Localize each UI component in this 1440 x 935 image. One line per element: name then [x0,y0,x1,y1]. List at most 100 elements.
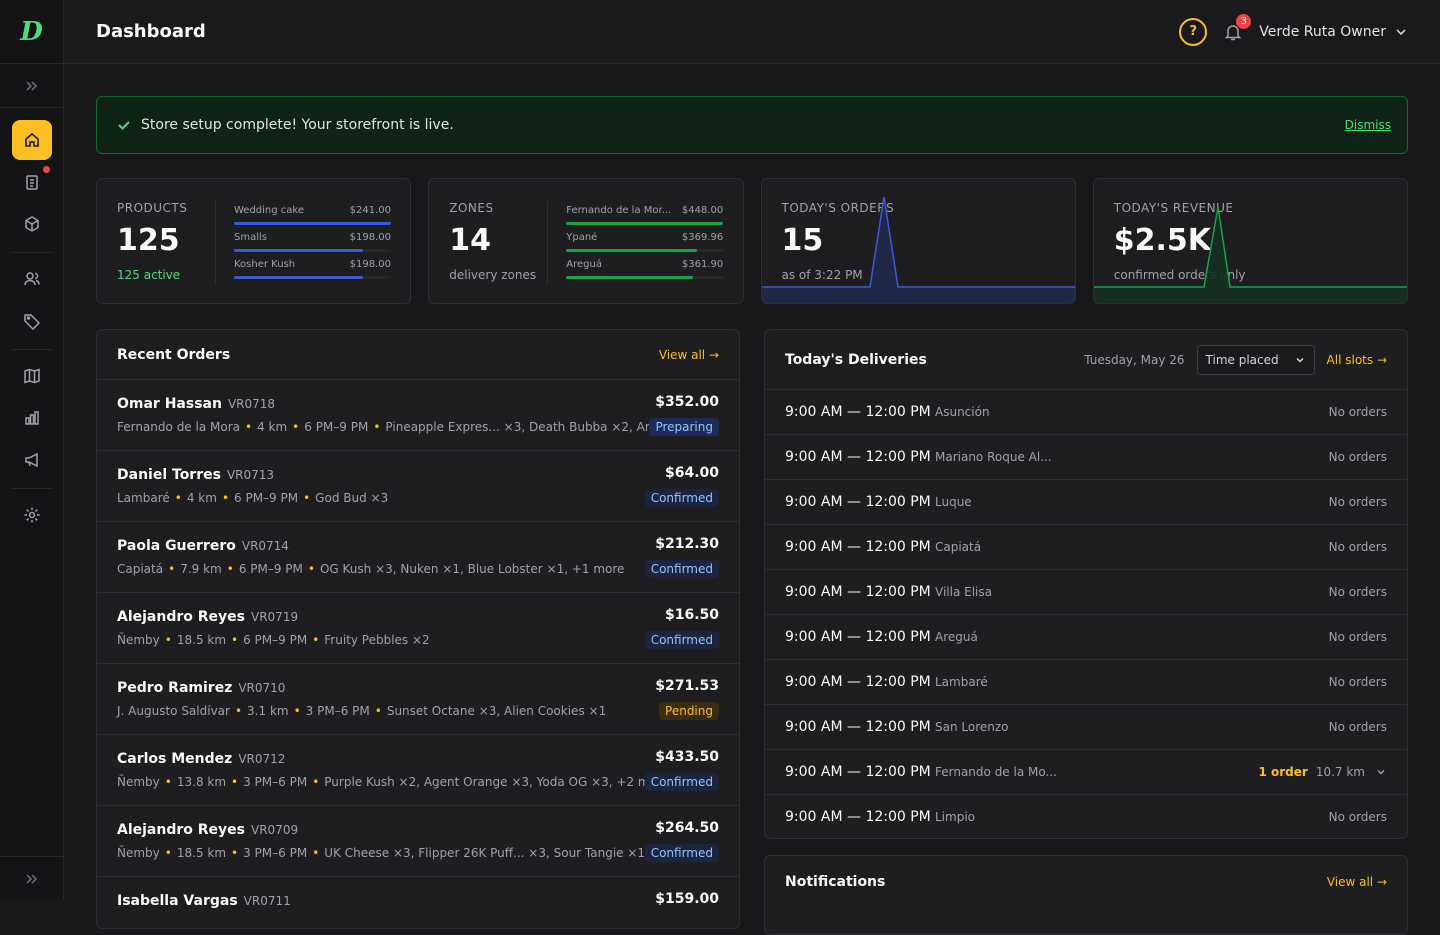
stat-orders[interactable]: TODAY'S ORDERS 15 as of 3:22 PM [760,178,1076,304]
order-row[interactable]: Pedro Ramirez VR0710 J. Augusto Saldívar • 3… [97,664,739,735]
stat-zones[interactable]: ZONES 14 delivery zones Fernando de la M… [428,178,744,304]
bar-value: $369.96 [681,232,724,243]
bell-icon [1224,24,1242,40]
order-code: VR0714 [241,539,289,553]
delivery-time: 9:00 AM — 12:00 PM [785,584,931,600]
bar-track [234,276,391,279]
sidebar-item-products[interactable] [12,204,52,244]
status-badge: Confirmed [644,489,719,507]
order-meta: Ñemby • 18.5 km • 6 PM–9 PM • Fruity Pebbles ×… [117,633,430,647]
view-all-orders-link[interactable]: View all → [658,347,719,362]
order-items: Fruity Pebbles ×2 [324,633,430,647]
order-amount: $264.50 [655,820,719,836]
bullet: • [164,775,172,789]
sidebar-item-settings[interactable] [12,495,52,535]
bar-fill [234,276,363,279]
bullet: • [231,633,239,647]
success-banner: Store setup complete! Your storefront is… [96,96,1408,154]
order-row[interactable]: Paola Guerrero VR0714 Capiatá • 7.9 km • 6 PM–… [97,522,739,593]
order-distance: 13.8 km [176,775,227,789]
delivery-result: No orders [1328,495,1387,509]
order-row[interactable]: Isabella Vargas VR0711 $159.00 [97,877,739,928]
sidebar-item-orders[interactable] [12,162,52,202]
bullet: • [312,846,320,860]
order-row[interactable]: Carlos Mendez VR0712 Ñemby • 13.8 km • 3 PM–6 … [97,735,739,806]
banner-message: Store setup complete! Your storefront is… [141,117,454,133]
sidebar-item-promotions[interactable] [12,301,52,341]
customer-name: Pedro Ramirez VR0710 [117,680,285,696]
chevron-down-icon[interactable] [1375,766,1387,778]
stat-value: 14 [449,223,491,258]
sidebar-item-dashboard[interactable] [11,120,52,160]
bar-fill [566,276,694,279]
order-code: VR0719 [251,610,299,624]
order-zone: J. Augusto Saldívar [117,704,230,718]
bullet: • [312,633,320,647]
delivery-result: No orders [1328,630,1387,644]
order-row[interactable]: Daniel Torres VR0713 Lambaré • 4 km • 6 PM–9 P… [97,451,739,522]
sidebar-item-marketing[interactable] [12,440,52,480]
panel-title: Notifications [785,874,886,890]
delivery-row[interactable]: 9:00 AM — 12:00 PM Villa Elisa No orders [765,570,1407,615]
expand-sidebar-button[interactable] [0,64,63,108]
sort-select[interactable]: Time placed [1196,344,1315,375]
megaphone-icon [24,452,38,468]
delivery-count: 1 order [1258,765,1308,779]
delivery-row[interactable]: 9:00 AM — 12:00 PM Capiatá No orders [765,525,1407,570]
order-items: Sunset Octane ×3, Alien Cookies ×1 [386,704,607,718]
bar-row: Ypané $369.96 [566,228,724,255]
users-icon [23,272,40,286]
delivery-row[interactable]: 9:00 AM — 12:00 PM Areguá No orders [765,615,1407,660]
bullet: • [226,562,234,576]
sort-value: Time placed [1205,352,1279,367]
collapse-sidebar-button[interactable] [0,856,64,900]
bar-name: Kosher Kush [234,259,296,270]
customer-name-text: Pedro Ramirez [117,680,233,696]
notifications-button[interactable]: 3 [1223,13,1252,42]
logo[interactable]: D [0,0,63,64]
order-row[interactable]: Omar Hassan VR0718 Fernando de la Mora • 4 k… [97,380,739,451]
orders-list: Omar Hassan VR0718 Fernando de la Mora • 4 k… [97,380,739,928]
order-meta: Fernando de la Mora • 4 km • 6 PM–9 PM • Pinea… [117,420,667,434]
delivery-row[interactable]: 9:00 AM — 12:00 PM Fernando de la Mo... 1 … [765,750,1407,795]
top-zones-bars: Fernando de la Mor... $448.00 Ypané $369.96… [547,201,724,285]
delivery-result: No orders [1328,675,1387,689]
order-row[interactable]: Alejandro Reyes VR0709 Ñemby • 18.5 km • 3 PM–… [97,806,739,877]
customer-name: Alejandro Reyes VR0709 [117,822,298,838]
sidebar-nav [0,108,63,537]
delivery-row[interactable]: 9:00 AM — 12:00 PM Limpio No orders [765,795,1407,838]
revenue-sparkline [1093,206,1407,303]
customer-name: Carlos Mendez VR0712 [117,751,285,767]
delivery-row[interactable]: 9:00 AM — 12:00 PM Asunción No orders [765,390,1407,435]
sidebar-item-analytics[interactable] [12,398,52,438]
order-slot: 6 PM–9 PM [243,633,308,647]
user-menu[interactable]: Verde Ruta Owner [1259,24,1408,40]
bar-value: $448.00 [681,205,724,216]
delivery-result: No orders [1328,810,1387,824]
help-icon[interactable]: ? [1179,17,1208,46]
bar-value: $361.90 [681,259,724,270]
delivery-row[interactable]: 9:00 AM — 12:00 PM San Lorenzo No orders [765,705,1407,750]
sidebar-item-zones[interactable] [12,356,52,396]
bullet: • [307,562,315,576]
delivery-row[interactable]: 9:00 AM — 12:00 PM Lambaré No orders [765,660,1407,705]
view-all-notifications-link[interactable]: View all → [1326,875,1387,889]
order-items: Purple Kush ×2, Agent Orange ×3, Yoda OG… [324,775,669,789]
all-slots-link[interactable]: All slots → [1326,352,1387,367]
delivery-row[interactable]: 9:00 AM — 12:00 PM Luque No orders [765,480,1407,525]
stat-products[interactable]: PRODUCTS 125 125 active Wedding cake $241… [96,178,412,304]
order-row[interactable]: Alejandro Reyes VR0719 Ñemby • 18.5 km • 6 PM–… [97,593,739,664]
order-distance: 4 km [257,420,288,434]
stat-revenue[interactable]: TODAY'S REVENUE $2.5K confirmed orders o… [1092,178,1408,304]
order-slot: 3 PM–6 PM [305,704,370,718]
order-distance: 18.5 km [176,846,227,860]
delivery-zone: Limpio [935,810,976,824]
sidebar-item-customers[interactable] [12,259,52,299]
customer-name-text: Isabella Vargas [117,893,238,909]
delivery-result: No orders [1328,720,1387,734]
customer-name-text: Paola Guerrero [117,538,236,554]
delivery-row[interactable]: 9:00 AM — 12:00 PM Mariano Roque Al... No … [765,435,1407,480]
order-zone: Fernando de la Mora [117,420,240,434]
dismiss-link[interactable]: Dismiss [1344,118,1391,132]
delivery-zone: San Lorenzo [935,720,1009,734]
